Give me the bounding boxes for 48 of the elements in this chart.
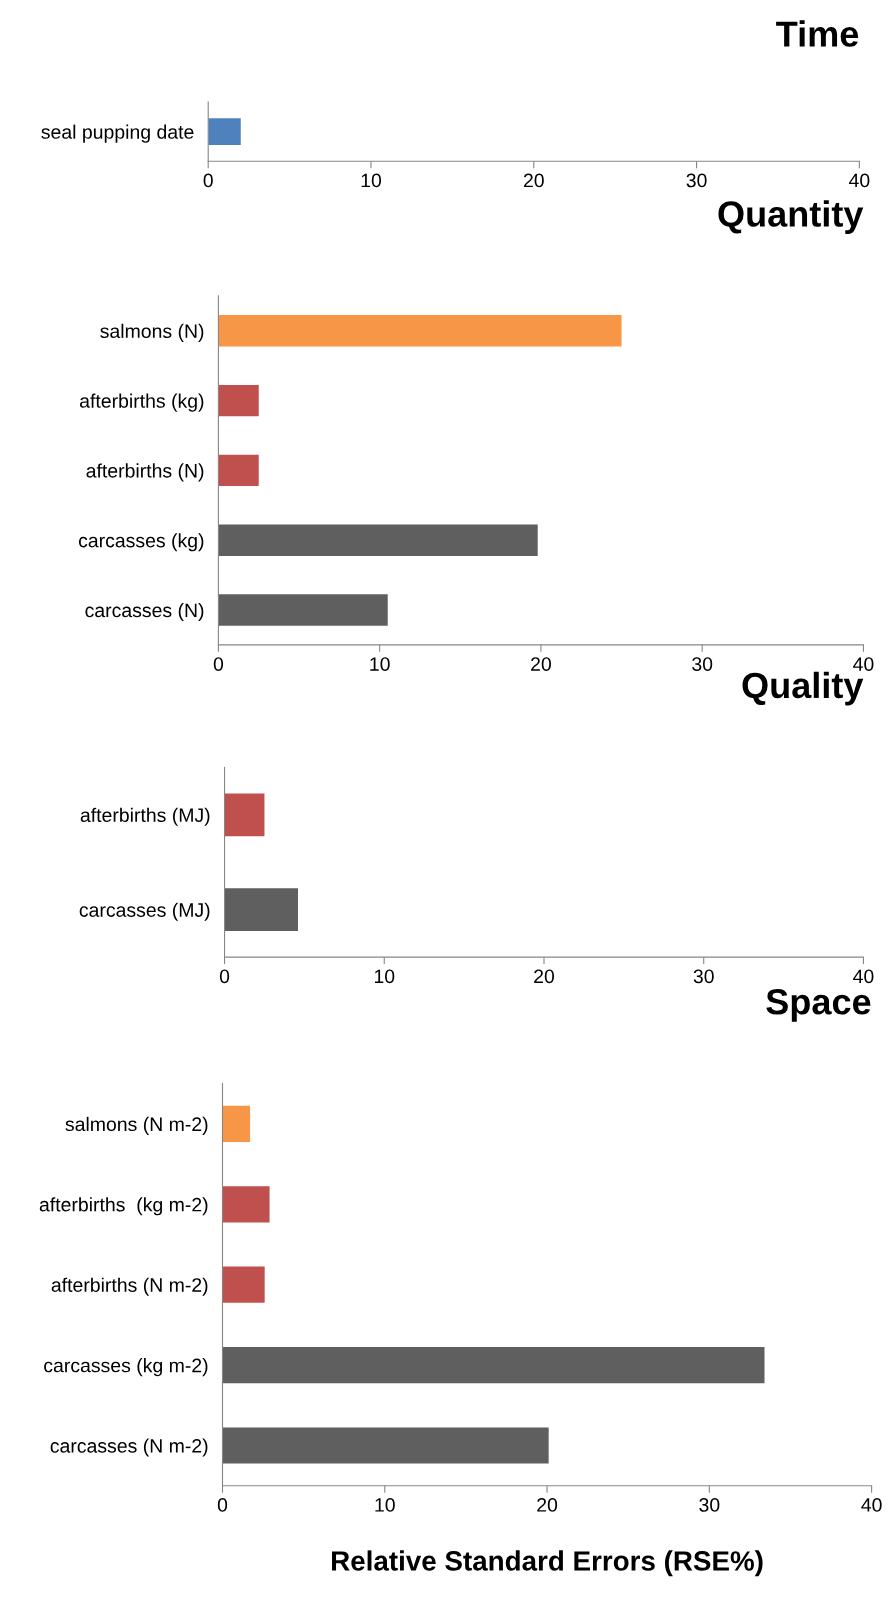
x-tick-label: 20 — [534, 969, 555, 984]
bar — [218, 315, 622, 347]
x-tick-label: 40 — [853, 657, 874, 671]
x-tick-label: 40 — [861, 1498, 882, 1512]
y-tick-label: carcasses (MJ) — [79, 902, 210, 921]
y-tick-label: afterbirths (N m-2) — [51, 1277, 208, 1296]
x-tick-label: 30 — [692, 657, 713, 671]
chart-title: Space — [766, 989, 871, 1022]
x-tick-label: 0 — [203, 173, 213, 188]
bar — [222, 1105, 251, 1142]
y-tick-label: afterbirths (MJ) — [80, 807, 210, 826]
bar — [222, 1186, 270, 1223]
x-tick-label: 20 — [523, 173, 544, 188]
bar — [218, 454, 259, 487]
y-tick-label: carcasses (kg) — [78, 533, 204, 552]
y-tick-label: afterbirths (N) — [86, 463, 204, 482]
y-tick-label: afterbirths (kg m-2) — [39, 1197, 208, 1216]
x-tick-label: 10 — [370, 657, 390, 671]
x-axis-title: Relative Standard Errors (RSE%) — [332, 1550, 763, 1577]
y-tick-label: seal pupping date — [41, 124, 194, 143]
y-tick-label: carcasses (N m-2) — [50, 1438, 208, 1457]
x-tick-label: 30 — [693, 969, 714, 984]
x-tick-label: 10 — [375, 1498, 395, 1512]
x-tick-label: 20 — [537, 1498, 558, 1512]
x-tick-label: 10 — [374, 969, 395, 984]
x-tick-label: 0 — [219, 969, 230, 984]
x-tick-label: 0 — [213, 657, 224, 671]
x-tick-label: 40 — [853, 969, 874, 984]
bar — [218, 384, 259, 417]
x-tick-label: 40 — [848, 173, 870, 188]
chart-title: Time — [776, 20, 859, 47]
chart-title: Quality — [742, 671, 864, 706]
y-tick-label: salmons (N m-2) — [65, 1116, 208, 1135]
bar — [222, 1266, 265, 1303]
bar — [222, 1427, 549, 1464]
x-tick-label: 30 — [686, 173, 707, 188]
x-tick-label: 20 — [531, 657, 551, 671]
chart-title: Quantity — [718, 200, 864, 234]
x-tick-label: 10 — [361, 173, 382, 188]
y-tick-label: afterbirths (kg) — [80, 393, 204, 412]
y-tick-label: salmons (N) — [100, 323, 204, 342]
x-tick-label: 30 — [699, 1498, 720, 1512]
bar — [222, 1347, 765, 1384]
bar — [218, 524, 538, 556]
y-tick-label: carcasses (N) — [85, 602, 204, 622]
y-tick-label: carcasses (kg m-2) — [44, 1358, 208, 1377]
x-tick-label: 0 — [217, 1498, 228, 1512]
bar — [218, 594, 388, 626]
